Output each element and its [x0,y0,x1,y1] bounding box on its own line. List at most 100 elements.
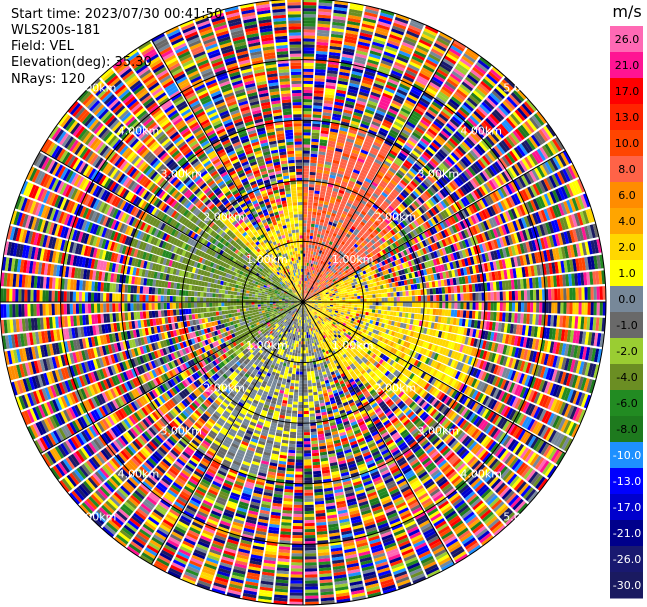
velocity-bin [371,286,375,291]
velocity-bin [412,110,423,119]
velocity-bin [459,344,464,353]
velocity-bin [488,218,495,228]
velocity-bin [384,293,388,298]
velocity-bin [329,258,333,263]
velocity-bin [558,386,566,399]
velocity-bin [402,210,409,218]
velocity-bin [317,288,321,292]
velocity-bin [420,289,424,295]
velocity-bin [341,310,345,313]
velocity-bin [495,227,502,237]
velocity-bin [408,290,412,296]
velocity-bin [581,287,585,300]
velocity-bin [369,298,373,302]
velocity-bin [438,231,444,240]
velocity-bin [308,196,314,200]
velocity-bin [329,309,333,312]
velocity-bin [442,209,450,218]
velocity-bin [316,279,319,283]
velocity-bin [312,292,316,295]
velocity-bin [402,274,407,280]
velocity-bins [0,0,606,605]
velocity-bin [481,101,493,113]
velocity-bin [571,181,580,195]
velocity-bin [400,179,408,187]
velocity-bin [427,175,435,184]
velocity-bin [450,309,455,317]
velocity-bin [408,324,413,331]
velocity-bin [510,113,521,125]
velocity-bin [405,69,417,78]
velocity-bin [361,218,368,224]
velocity-bin [534,364,541,377]
velocity-bin [546,207,554,220]
velocity-bin [461,345,467,354]
velocity-bin [376,246,382,252]
velocity-bin [528,253,534,265]
velocity-bin [320,275,324,279]
velocity-bin [303,44,315,48]
velocity-bin [408,302,413,307]
velocity-bin [371,244,377,250]
velocity-bin [510,208,518,219]
velocity-bin [459,126,469,136]
velocity-bin [436,249,441,257]
velocity-bin [309,260,312,264]
velocity-bin [479,172,488,182]
velocity-bin [452,214,459,223]
velocity-bin [477,223,484,233]
velocity-bin [388,167,397,174]
velocity-bin [480,80,492,92]
velocity-bin [318,250,323,254]
velocity-bin [451,225,458,234]
velocity-bin [386,324,391,330]
velocity-bin [458,318,463,326]
velocity-bin [303,14,316,18]
velocity-bin [520,290,525,301]
velocity-bin [472,293,476,301]
velocity-bin [327,299,331,301]
velocity-bin [391,261,397,267]
velocity-bin [455,212,462,222]
velocity-bin [453,133,463,143]
velocity-bin [473,110,484,121]
velocity-bin [396,296,400,302]
velocity-bin [572,302,576,315]
velocity-bin [371,223,378,229]
velocity-bin [410,58,423,67]
velocity-bin [586,271,591,285]
velocity-bin [430,322,435,329]
velocity-bin [317,243,322,248]
velocity-bin [474,283,479,292]
velocity-bin [596,286,600,300]
velocity-bin [390,220,397,227]
velocity-bin [451,166,460,175]
velocity-bin [339,299,343,302]
velocity-bin [332,253,337,258]
velocity-bin [324,282,328,286]
velocity-bin [344,103,355,109]
velocity-bin [303,171,309,175]
velocity-bin [545,222,552,235]
velocity-bin [387,302,391,306]
velocity-bin [455,242,462,251]
velocity-bin [318,303,322,305]
velocity-bin [327,261,332,265]
velocity-bin [378,65,391,73]
velocity-bin [547,382,554,395]
velocity-bin [377,207,384,214]
velocity-bin [360,185,368,192]
velocity-bin [454,326,459,334]
velocity-bin [367,200,374,206]
velocity-bin [315,66,326,70]
velocity-bin [466,257,472,266]
velocity-bin [337,280,341,284]
velocity-bin [576,345,582,359]
velocity-bin [403,126,413,134]
velocity-bin [572,229,579,242]
velocity-bin [547,276,551,288]
velocity-bin [356,134,365,141]
velocity-bin [543,125,554,139]
velocity-bin [324,304,328,306]
velocity-bin [309,184,315,188]
